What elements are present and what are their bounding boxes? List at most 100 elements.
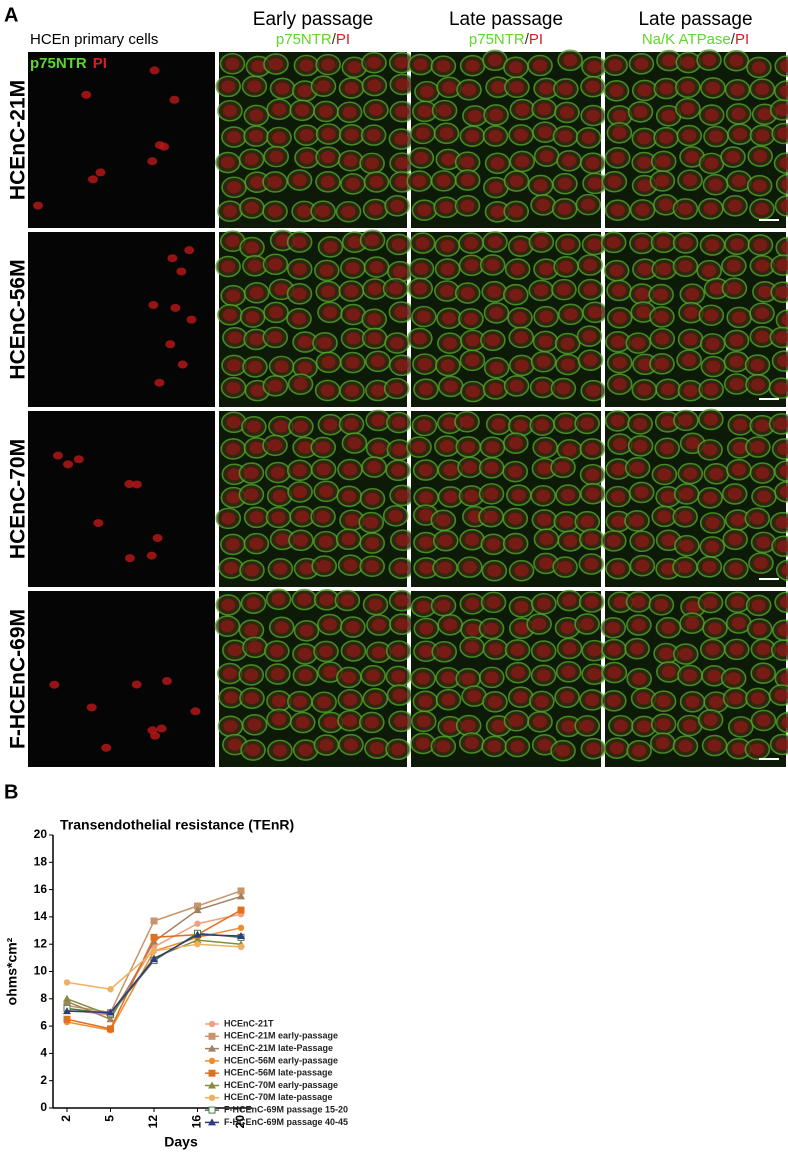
nucleus: [488, 130, 503, 143]
nucleus: [298, 336, 313, 349]
nucleus: [416, 715, 431, 728]
nucleus: [730, 514, 745, 527]
nucleus: [682, 719, 697, 732]
nucleus: [678, 414, 693, 427]
nucleus: [298, 361, 313, 374]
nucleus: [226, 289, 241, 302]
nucleus: [223, 720, 238, 733]
nucleus: [320, 384, 335, 397]
legend-label: F-HCEnC-69M passage 40-45: [224, 1117, 348, 1127]
nucleus: [346, 332, 361, 345]
nucleus: [709, 696, 724, 709]
legend-label: HCEnC-70M late-passage: [224, 1092, 333, 1102]
stain-label: p75NTR: [276, 31, 332, 48]
nucleus: [244, 488, 259, 501]
nucleus: [539, 150, 554, 163]
nucleus: [656, 236, 671, 249]
nucleus: [613, 719, 628, 732]
nucleus: [633, 105, 648, 118]
nucleus: [246, 597, 261, 610]
nucleus: [781, 564, 788, 577]
nucleus: [683, 384, 698, 397]
nucleus: [559, 515, 574, 528]
nucleus: [682, 354, 697, 367]
nucleus: [298, 441, 313, 454]
nucleus: [538, 441, 553, 454]
nucleus: [344, 285, 359, 298]
nucleus: [755, 467, 770, 480]
nucleus: [659, 647, 674, 660]
nucleus: [416, 310, 431, 323]
nucleus: [461, 83, 476, 96]
nucleus: [340, 594, 355, 607]
nucleus: [707, 622, 722, 635]
nucleus: [491, 719, 506, 732]
legend-label: HCEnC-21T: [224, 1018, 274, 1028]
nucleus: [562, 594, 577, 607]
micrograph: [407, 231, 608, 407]
nucleus: [391, 743, 406, 756]
inset-label: p75NTR PI: [30, 55, 107, 72]
nucleus: [419, 85, 434, 98]
nucleus: [511, 666, 526, 679]
nucleus: [225, 57, 240, 70]
nucleus: [536, 597, 551, 610]
nucleus: [343, 714, 358, 727]
nucleus: [702, 560, 717, 573]
nucleus: [733, 418, 748, 431]
nucleus: [612, 378, 627, 391]
nucleus: [369, 261, 384, 274]
nucleus: [634, 57, 649, 70]
nucleus: [465, 334, 480, 347]
nucleus: [73, 455, 84, 464]
nucleus: [246, 744, 261, 757]
nucleus: [271, 511, 286, 524]
nucleus: [487, 235, 502, 248]
nucleus: [292, 236, 307, 249]
nucleus: [634, 288, 649, 301]
column-stain: p75NTR/PI: [276, 31, 350, 48]
nucleus: [268, 258, 283, 271]
nucleus: [220, 156, 235, 169]
nucleus: [606, 621, 621, 634]
nucleus: [415, 237, 430, 250]
nucleus: [776, 540, 788, 553]
nucleus: [392, 443, 407, 456]
nucleus: [607, 175, 622, 188]
legend-label: HCEnC-21M early-passage: [224, 1031, 338, 1041]
nucleus: [510, 740, 525, 753]
nucleus: [299, 151, 314, 164]
nucleus: [750, 743, 765, 756]
nucleus: [418, 645, 433, 658]
nucleus: [412, 332, 427, 345]
nucleus: [490, 205, 505, 218]
y-tick-label: 20: [34, 827, 48, 841]
nucleus: [465, 130, 480, 143]
nucleus: [221, 512, 236, 525]
nucleus: [368, 598, 383, 611]
nucleus: [660, 415, 675, 428]
nucleus: [440, 263, 455, 276]
nucleus: [751, 599, 766, 612]
nucleus: [391, 464, 406, 477]
nucleus: [274, 360, 289, 373]
micrograph: [215, 409, 416, 587]
micrograph-background: [28, 52, 215, 228]
nucleus: [775, 103, 788, 116]
nucleus: [439, 440, 454, 453]
nucleus: [609, 84, 624, 97]
nucleus: [655, 174, 670, 187]
nucleus: [532, 618, 547, 631]
micrograph-background: [28, 411, 215, 587]
nucleus: [779, 157, 788, 170]
nucleus: [730, 238, 745, 251]
nucleus: [612, 126, 627, 139]
nucleus: [297, 593, 312, 606]
data-point: [106, 1015, 115, 1023]
nucleus: [562, 642, 577, 655]
nucleus: [487, 54, 502, 67]
series-line: [66, 913, 242, 1016]
nucleus: [514, 128, 529, 141]
nucleus: [346, 644, 361, 657]
nucleus: [508, 465, 523, 478]
